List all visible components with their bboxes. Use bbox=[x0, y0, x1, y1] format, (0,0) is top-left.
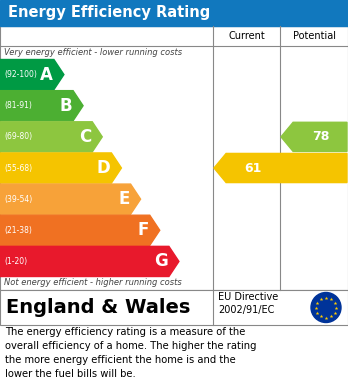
Text: F: F bbox=[137, 221, 149, 239]
Text: (81-91): (81-91) bbox=[4, 101, 32, 110]
Text: 61: 61 bbox=[244, 161, 262, 174]
Text: 78: 78 bbox=[312, 130, 329, 143]
Text: (21-38): (21-38) bbox=[4, 226, 32, 235]
Text: D: D bbox=[97, 159, 110, 177]
Polygon shape bbox=[0, 246, 179, 276]
Polygon shape bbox=[0, 59, 64, 90]
Polygon shape bbox=[214, 153, 347, 183]
Text: (92-100): (92-100) bbox=[4, 70, 37, 79]
Text: England & Wales: England & Wales bbox=[6, 298, 190, 317]
Bar bbox=[0, 0, 348, 26]
Text: Energy Efficiency Rating: Energy Efficiency Rating bbox=[8, 5, 210, 20]
Text: G: G bbox=[154, 253, 168, 271]
Text: Very energy efficient - lower running costs: Very energy efficient - lower running co… bbox=[4, 48, 182, 57]
Circle shape bbox=[311, 292, 341, 323]
Polygon shape bbox=[0, 153, 121, 183]
Text: C: C bbox=[79, 128, 91, 146]
Text: (69-80): (69-80) bbox=[4, 133, 32, 142]
Text: (39-54): (39-54) bbox=[4, 195, 32, 204]
Text: (1-20): (1-20) bbox=[4, 257, 27, 266]
Text: Potential: Potential bbox=[293, 31, 335, 41]
Text: The energy efficiency rating is a measure of the
overall efficiency of a home. T: The energy efficiency rating is a measur… bbox=[5, 327, 256, 379]
Text: Current: Current bbox=[228, 31, 265, 41]
Text: A: A bbox=[40, 66, 53, 84]
Text: E: E bbox=[118, 190, 129, 208]
Polygon shape bbox=[0, 122, 102, 152]
Bar bbox=[0, 290, 348, 325]
Polygon shape bbox=[0, 184, 141, 214]
Text: B: B bbox=[60, 97, 72, 115]
Text: (55-68): (55-68) bbox=[4, 163, 32, 172]
Polygon shape bbox=[0, 91, 83, 121]
Polygon shape bbox=[281, 122, 347, 151]
Text: EU Directive
2002/91/EC: EU Directive 2002/91/EC bbox=[218, 292, 278, 315]
Bar bbox=[0, 26, 348, 290]
Text: Not energy efficient - higher running costs: Not energy efficient - higher running co… bbox=[4, 278, 182, 287]
Polygon shape bbox=[0, 215, 160, 246]
